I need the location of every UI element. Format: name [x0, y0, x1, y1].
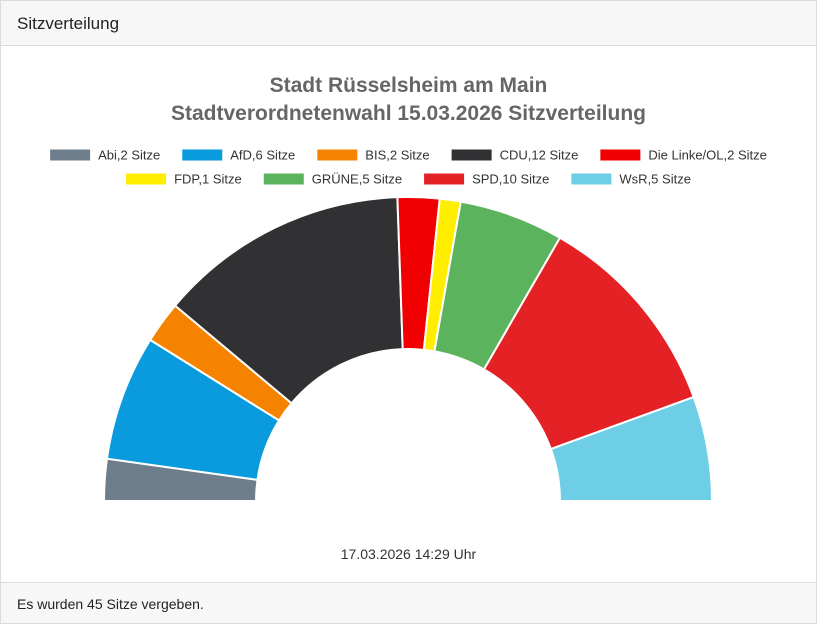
legend-item-fdp[interactable]: FDP,1 Sitze — [126, 172, 242, 187]
legend-swatch — [600, 149, 641, 161]
chart-legend: Abi,2 Sitze AfD,6 Sitze BIS,2 Sitze CDU,12 … — [50, 148, 767, 187]
chart-timestamp: 17.03.2026 14:29 Uhr — [340, 546, 477, 562]
legend-item-abi[interactable]: Abi,2 Sitze — [50, 148, 160, 163]
legend-label: FDP,1 Sitze — [174, 172, 242, 187]
legend-swatch — [182, 149, 223, 161]
chart-subtitle: Stadtverordnetenwahl 15.03.2026 Sitzvert… — [170, 102, 646, 125]
seat-chart: Abi,2 Sitze AfD,6 Sitze BIS,2 Sitze CDU,12 … — [50, 148, 767, 502]
legend-swatch — [50, 149, 91, 161]
legend-label: Abi,2 Sitze — [98, 148, 160, 163]
legend-item-afd[interactable]: AfD,6 Sitze — [182, 148, 295, 163]
card-header: Sitzverteilung — [1, 1, 816, 46]
legend-label: AfD,6 Sitze — [230, 148, 295, 163]
legend-item-grüne[interactable]: GRÜNE,5 Sitze — [263, 172, 402, 187]
legend-swatch — [317, 149, 358, 161]
legend-swatch — [263, 173, 304, 185]
legend-swatch — [424, 173, 465, 185]
legend-label: Die Linke/OL,2 Sitze — [648, 148, 767, 163]
slice-wsr[interactable] — [549, 396, 713, 502]
card-title: Sitzverteilung — [17, 14, 120, 33]
legend-label: BIS,2 Sitze — [365, 148, 429, 163]
chart-title: Stadt Rüsselsheim am Main — [269, 74, 548, 97]
legend-label: GRÜNE,5 Sitze — [312, 172, 402, 187]
slice-cdu[interactable] — [174, 196, 404, 405]
legend-swatch — [451, 149, 492, 161]
legend-label: WsR,5 Sitze — [619, 172, 691, 187]
chart-slices — [103, 195, 713, 502]
legend-item-wsr[interactable]: WsR,5 Sitze — [571, 172, 691, 187]
legend-item-bis[interactable]: BIS,2 Sitze — [317, 148, 430, 163]
legend-swatch — [126, 173, 167, 185]
card-footer: Es wurden 45 Sitze vergeben. — [1, 582, 816, 623]
legend-label: SPD,10 Sitze — [472, 172, 549, 187]
legend-item-spd[interactable]: SPD,10 Sitze — [424, 172, 549, 187]
footer-text: Es wurden 45 Sitze vergeben. — [17, 596, 204, 612]
legend-label: CDU,12 Sitze — [500, 148, 579, 163]
legend-item-die-linke-ol[interactable]: Die Linke/OL,2 Sitze — [600, 148, 767, 163]
legend-swatch — [571, 173, 612, 185]
legend-item-cdu[interactable]: CDU,12 Sitze — [451, 148, 579, 163]
